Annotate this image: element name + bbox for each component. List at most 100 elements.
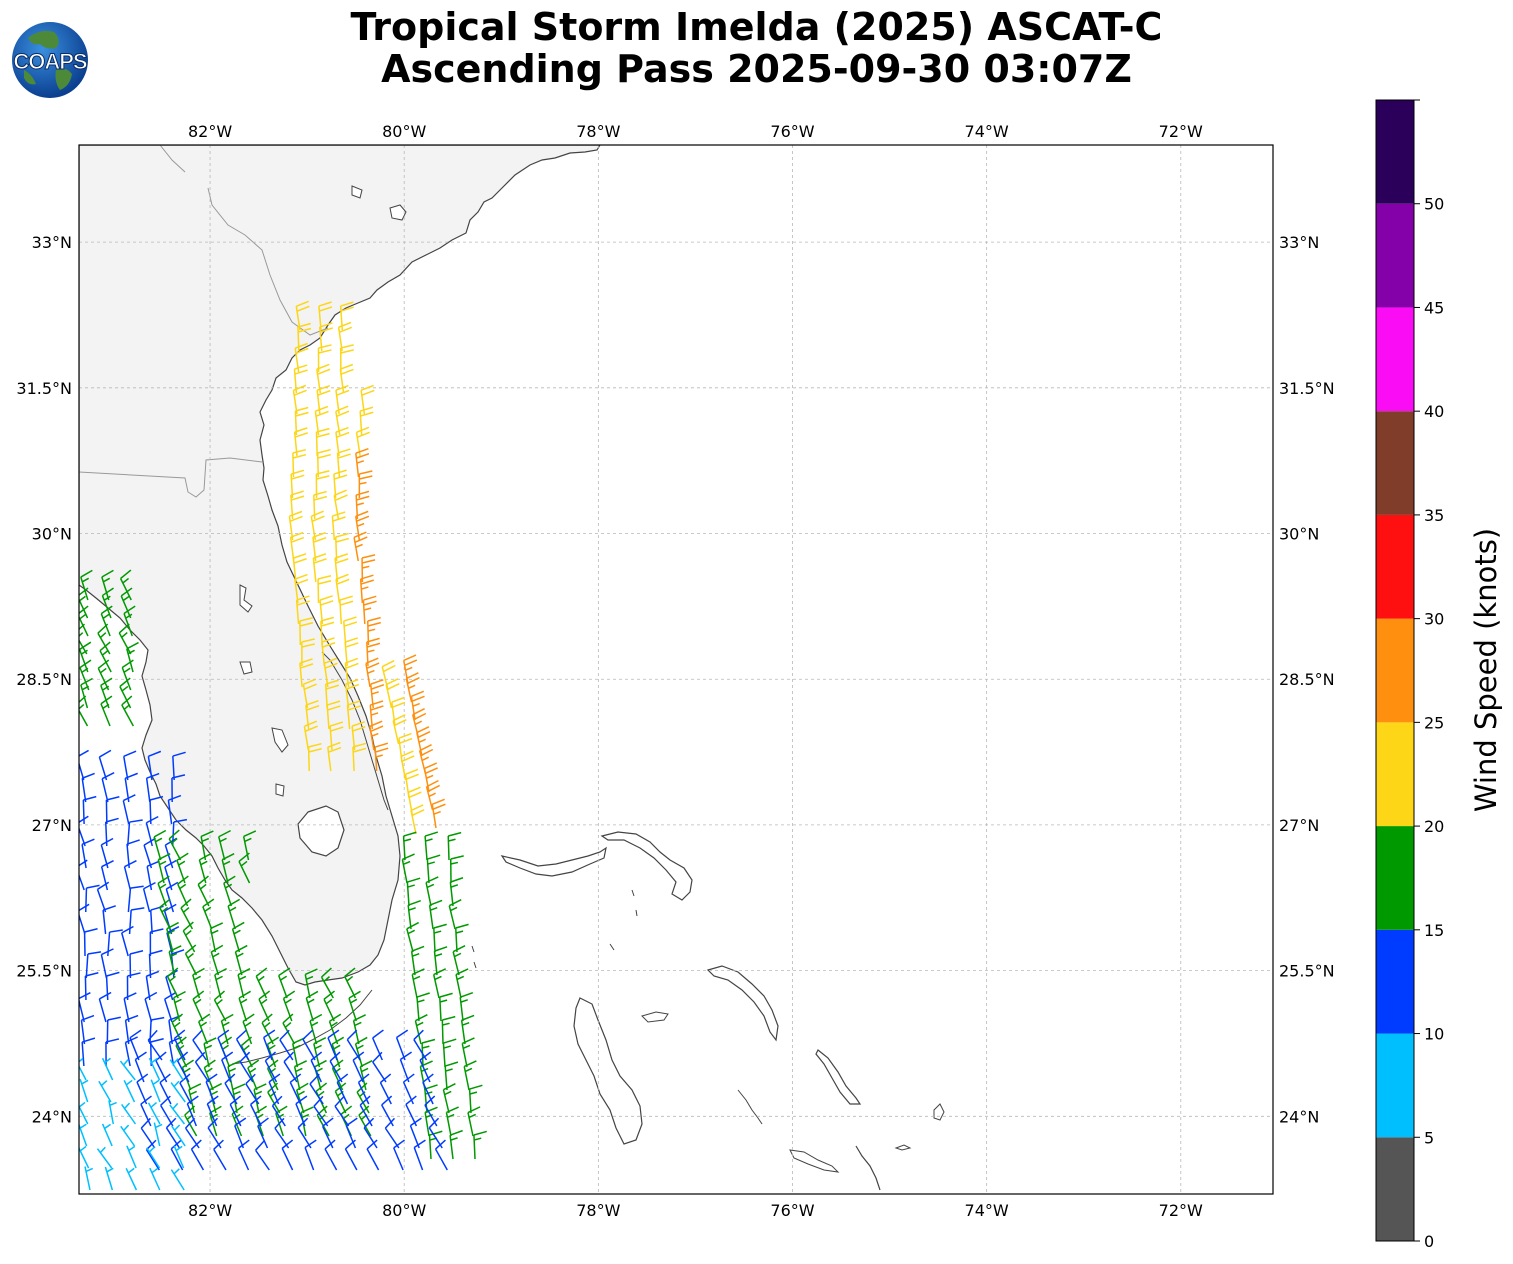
- lat-tick-label: 24°N: [32, 1107, 72, 1126]
- lat-tick-label: 28.5°N: [1279, 670, 1335, 689]
- lon-ticks-top: 82°W 80°W 78°W 76°W 74°W 72°W: [188, 122, 1203, 141]
- lake: [239, 661, 253, 675]
- wind-barb: [146, 1146, 161, 1169]
- wind-barb: [145, 1139, 160, 1171]
- lat-tick-label: 28.5°N: [16, 670, 72, 689]
- wind-barb: [307, 742, 322, 772]
- wind-barb: [355, 448, 370, 478]
- wind-barb: [352, 742, 367, 772]
- wind-barb: [310, 1051, 323, 1083]
- cat-island: [815, 1049, 862, 1105]
- wind-barb: [468, 1084, 483, 1114]
- wind-barb: [159, 1073, 172, 1105]
- grand-bahama: [500, 846, 607, 877]
- wind-barb: [366, 1139, 380, 1171]
- state-border: [159, 145, 186, 173]
- wind-barb: [379, 1073, 392, 1105]
- wind-barb: [305, 990, 319, 1022]
- wind-barb: [455, 968, 469, 999]
- wind-barb: [101, 1123, 113, 1147]
- wind-barb: [317, 575, 332, 604]
- colorbar-bin: [1376, 1033, 1414, 1138]
- wind-barb: [323, 990, 335, 1022]
- wind-barb: [214, 967, 228, 999]
- wind-barb: [129, 950, 144, 979]
- wind-barb: [374, 742, 389, 772]
- wind-barb: [423, 762, 438, 793]
- wind-barb: [463, 1060, 477, 1091]
- wind-barb: [320, 616, 335, 646]
- wind-barb: [122, 794, 136, 825]
- lat-tick-label: 27°N: [1279, 816, 1319, 835]
- wind-barb: [165, 881, 179, 913]
- berry-islands: [471, 889, 638, 969]
- colorbar-tick-label: 35: [1424, 506, 1444, 525]
- wind-barb: [143, 837, 156, 869]
- state-border: [79, 457, 263, 498]
- island: [351, 185, 363, 199]
- wind-barb: [80, 569, 93, 601]
- wind-barb: [409, 1117, 422, 1149]
- wind-barb: [121, 925, 134, 957]
- wind-barb: [401, 853, 415, 884]
- wind-barb: [303, 720, 318, 751]
- wind-barb: [328, 1013, 342, 1045]
- wind-barb: [242, 1013, 255, 1045]
- wind-barb: [179, 1073, 192, 1105]
- wind-barb: [192, 967, 205, 999]
- wind-barb: [320, 967, 334, 999]
- wind-barb: [100, 860, 114, 891]
- wind-barb: [313, 1095, 329, 1127]
- wind-barb: [339, 344, 354, 373]
- wind-barb: [449, 855, 464, 884]
- wind-barbs: [79, 300, 487, 1191]
- lake: [239, 584, 253, 613]
- wind-barb: [84, 1166, 94, 1191]
- lat-ticks-left: 33°N 31.5°N 30°N 28.5°N 27°N 25.5°N 24°N: [16, 233, 72, 1126]
- wind-barb: [414, 1014, 428, 1045]
- wind-barb: [234, 1117, 247, 1149]
- wind-barb: [309, 1013, 323, 1045]
- wind-barb: [434, 1139, 448, 1171]
- wind-barb: [203, 1037, 217, 1068]
- wind-barb: [126, 641, 139, 673]
- wind-barb: [410, 945, 425, 976]
- wind-barb: [166, 921, 179, 953]
- wind-barb: [170, 1139, 184, 1171]
- wind-barb: [278, 967, 291, 999]
- wind-barb: [439, 992, 453, 1022]
- wind-barb: [198, 1013, 211, 1045]
- wind-barb: [410, 690, 425, 721]
- wind-barb: [145, 772, 160, 803]
- colorbar-bin: [1376, 514, 1414, 619]
- wind-barb: [261, 1013, 274, 1045]
- wind-barb: [329, 1051, 343, 1083]
- wind-barb: [209, 922, 224, 953]
- wind-barb: [213, 1139, 227, 1171]
- wind-barb: [186, 1095, 199, 1127]
- wind-barb: [309, 1073, 324, 1105]
- wind-barb: [242, 830, 257, 861]
- wind-barb: [126, 972, 141, 1001]
- wind-barb: [344, 678, 360, 709]
- wind-barb: [184, 944, 198, 976]
- logo-land: [24, 70, 36, 85]
- wind-barb: [447, 831, 462, 861]
- wind-barb: [302, 1029, 316, 1061]
- lon-tick-label: 78°W: [576, 1201, 620, 1220]
- colorbar-bin: [1376, 203, 1414, 308]
- wind-barb: [372, 1051, 387, 1083]
- wind-barb: [79, 859, 88, 891]
- wind-barb: [295, 595, 310, 625]
- wind-barb: [289, 1073, 302, 1105]
- wind-barb: [326, 700, 341, 730]
- wind-barb: [271, 1095, 286, 1127]
- wind-barb: [335, 573, 350, 604]
- wind-barb: [123, 1079, 136, 1103]
- colorbar-bin: [1376, 411, 1414, 515]
- wind-barb: [400, 750, 415, 781]
- wind-barb: [249, 1095, 262, 1127]
- colorbar-tick-label: 10: [1424, 1025, 1444, 1044]
- wind-barb: [127, 819, 143, 847]
- colorbar-tick-label: 25: [1424, 713, 1444, 732]
